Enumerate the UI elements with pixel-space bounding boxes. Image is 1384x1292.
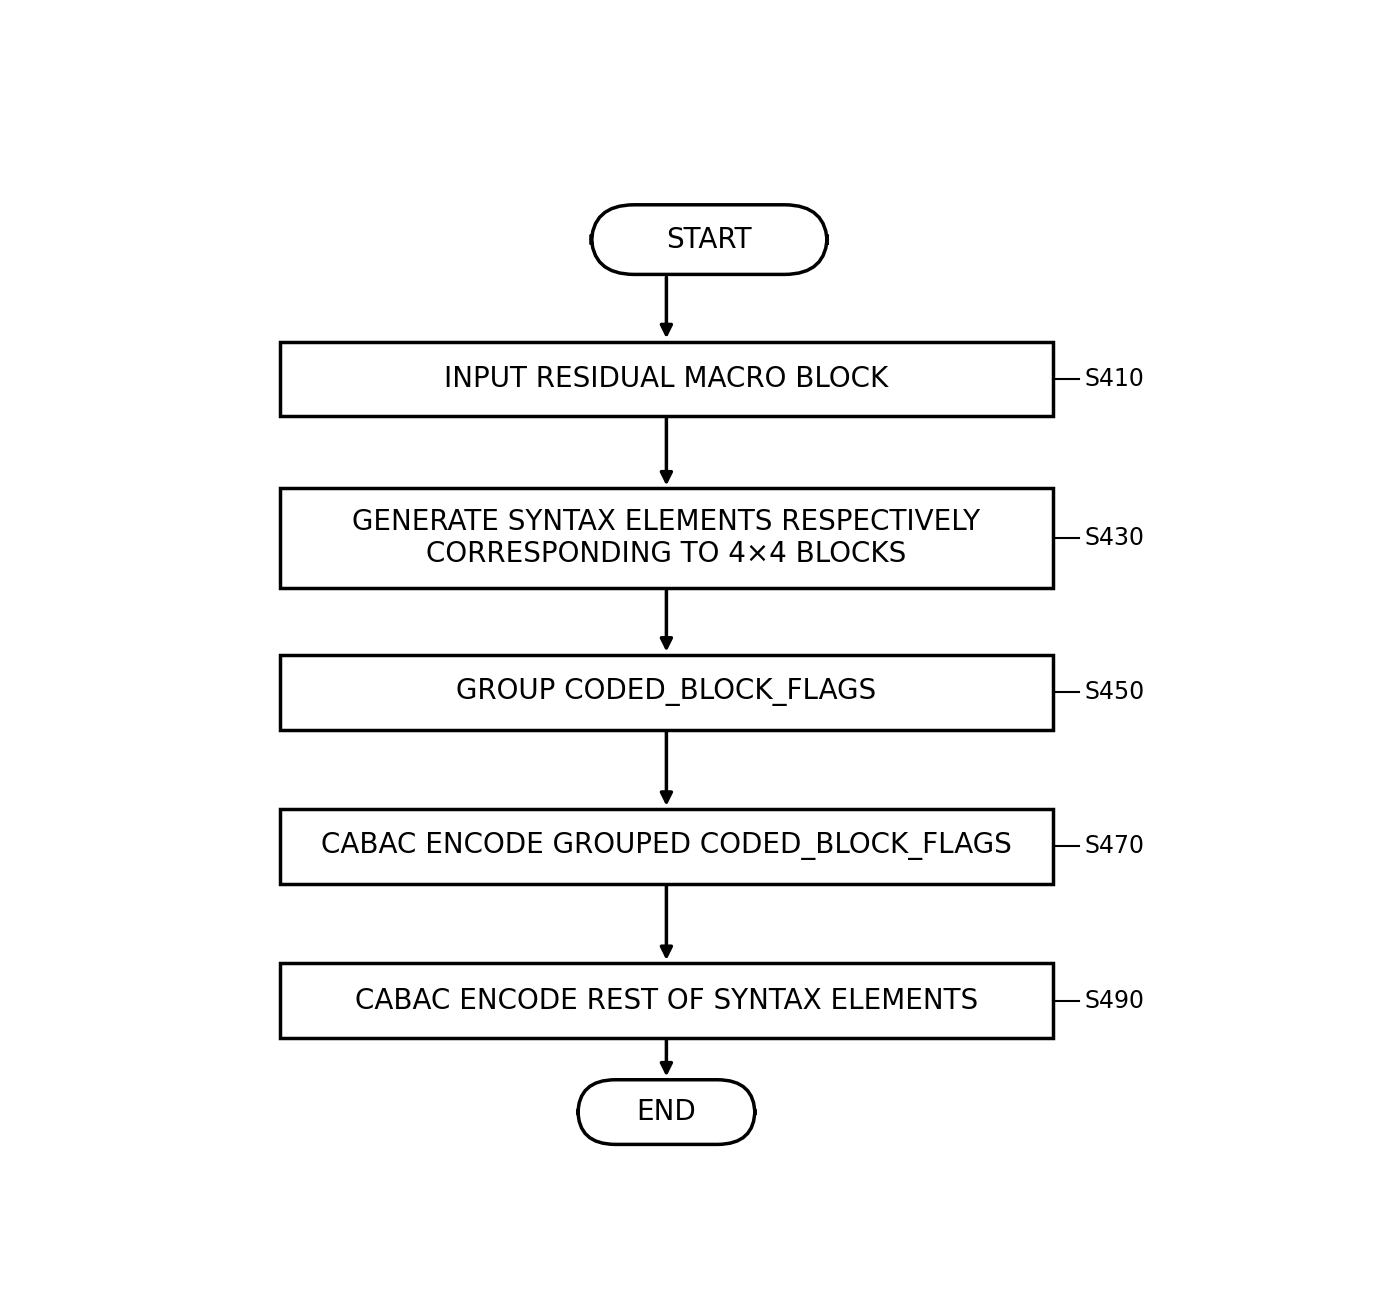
Text: CABAC ENCODE GROUPED CODED_BLOCK_FLAGS: CABAC ENCODE GROUPED CODED_BLOCK_FLAGS: [321, 832, 1012, 860]
Text: INPUT RESIDUAL MACRO BLOCK: INPUT RESIDUAL MACRO BLOCK: [444, 364, 889, 393]
Bar: [280, 488, 1053, 588]
Bar: [280, 655, 1053, 730]
Text: S490: S490: [1085, 988, 1145, 1013]
Text: GROUP CODED_BLOCK_FLAGS: GROUP CODED_BLOCK_FLAGS: [457, 678, 876, 707]
Text: S430: S430: [1085, 526, 1145, 550]
Text: S450: S450: [1085, 681, 1145, 704]
Bar: [280, 964, 1053, 1037]
Bar: [280, 809, 1053, 884]
Text: S410: S410: [1085, 367, 1145, 391]
FancyBboxPatch shape: [591, 205, 828, 274]
Text: END: END: [637, 1098, 696, 1127]
FancyBboxPatch shape: [579, 1080, 754, 1145]
Text: S470: S470: [1085, 835, 1145, 858]
Text: GENERATE SYNTAX ELEMENTS RESPECTIVELY
CORRESPONDING TO 4×4 BLOCKS: GENERATE SYNTAX ELEMENTS RESPECTIVELY CO…: [353, 508, 980, 568]
Text: CABAC ENCODE REST OF SYNTAX ELEMENTS: CABAC ENCODE REST OF SYNTAX ELEMENTS: [354, 987, 978, 1014]
Bar: [280, 341, 1053, 416]
Text: START: START: [667, 226, 752, 253]
